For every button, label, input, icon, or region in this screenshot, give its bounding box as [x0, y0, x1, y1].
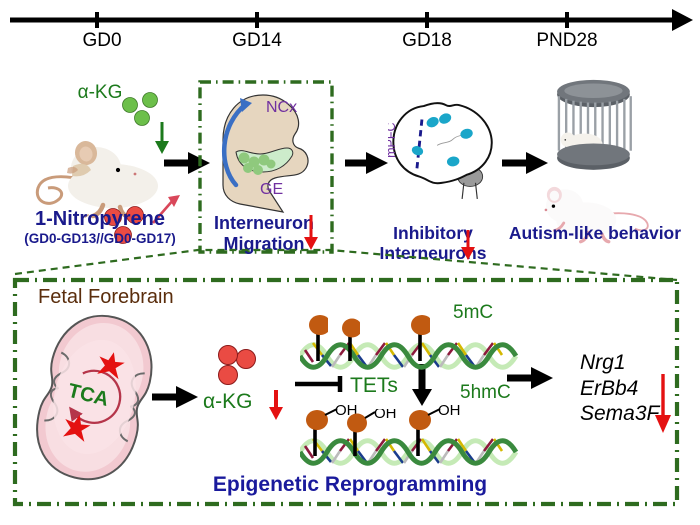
svg-text:OH: OH — [438, 405, 461, 419]
svg-text:OH: OH — [374, 409, 397, 422]
